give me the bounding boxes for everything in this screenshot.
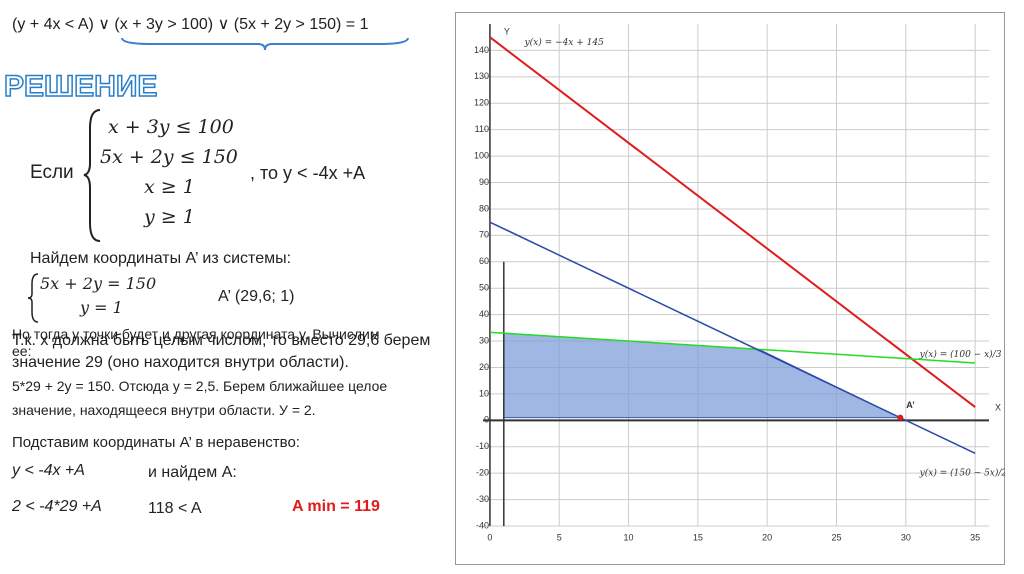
answer: A min = 119: [292, 498, 380, 515]
y-tick-label: 120: [474, 98, 489, 108]
y-axis-label: Y: [504, 26, 510, 36]
heading: РЕШЕНИЕ: [3, 69, 158, 104]
series-line: [489, 221, 976, 455]
y-tick-label: 80: [479, 203, 489, 213]
system2-brace: [27, 273, 39, 323]
inequality: 118 < A: [148, 500, 202, 517]
overlap-text: Но тогда у точки будет и другая координа…: [12, 326, 380, 359]
calc-text: 5*29 + 2y = 150. Отсюда у = 2,5. Берем б…: [12, 378, 388, 418]
y-tick-label: 90: [479, 177, 489, 187]
inequality: y < -4x +A: [12, 462, 85, 479]
series-label: y(x) = (150 − 5x)/2: [919, 468, 1005, 479]
y-tick-label: -30: [476, 494, 489, 504]
result: A’ (29,6; 1): [218, 288, 295, 305]
y-tick-label: 40: [479, 309, 489, 319]
x-tick-label: 20: [762, 532, 772, 542]
x-tick-label: 5: [557, 532, 562, 542]
y-tick-label: 140: [474, 45, 489, 55]
series-line: [489, 331, 976, 364]
x-tick-label: 25: [831, 532, 841, 542]
y-tick-label: -10: [476, 441, 489, 451]
series-label: y(x) = −4x + 145: [524, 37, 605, 48]
system-line: y ≥ 1: [144, 206, 195, 228]
y-tick-label: 30: [479, 335, 489, 345]
y-tick-label: -20: [476, 468, 489, 478]
find-text: Найдем координаты A’ из системы:: [30, 250, 292, 267]
then-text: , то y < -4x +A: [250, 163, 366, 183]
x-tick-label: 15: [693, 532, 703, 542]
y-tick-label: -40: [476, 520, 489, 530]
y-tick-label: 20: [479, 362, 489, 372]
x-tick-label: 30: [901, 532, 911, 542]
formula: (y + 4x < A) ∨ (x + 3y > 100) ∨ (5x + 2y…: [12, 16, 369, 33]
y-tick-label: 60: [479, 256, 489, 266]
y-tick-label: 10: [479, 388, 489, 398]
system2-line: y = 1: [80, 298, 123, 317]
y-tick-label: 70: [479, 230, 489, 240]
x-tick-label: 35: [970, 532, 980, 542]
x-tick-label: 0: [487, 532, 492, 542]
if-word: Если: [30, 162, 74, 183]
system-line: x + 3y ≤ 100: [108, 116, 234, 138]
system-line: x ≥ 1: [144, 176, 195, 198]
x-axis-label: X: [995, 403, 1001, 413]
find-a: и найдем A:: [148, 464, 237, 481]
brace: [121, 37, 409, 51]
system-brace: [83, 109, 101, 242]
y-tick-label: 110: [475, 124, 489, 134]
substitute-text: Подставим координаты A’ в неравенство:: [12, 434, 300, 451]
chart: -40 -30 -20 -10 0 10 20 30 40 50 60 70 80 90 100 110 120…: [455, 12, 1005, 565]
inequality: 2 < -4*29 +A: [12, 498, 102, 515]
y-tick-label: 100: [474, 150, 489, 160]
y-tick-label: 130: [474, 71, 489, 81]
point: [897, 414, 904, 421]
series-line: [489, 36, 976, 408]
x-tick-label: 10: [624, 532, 634, 542]
y-tick-label: 50: [479, 283, 489, 293]
system2-line: 5x + 2y = 150: [40, 274, 157, 293]
series-label: y(x) = (100 − x)/3: [919, 349, 1002, 360]
point-label: A’: [906, 400, 915, 410]
overlap-text: Т.к. x должна быть целым числом, то вмес…: [12, 332, 431, 371]
system-line: 5x + 2y ≤ 150: [100, 146, 238, 168]
